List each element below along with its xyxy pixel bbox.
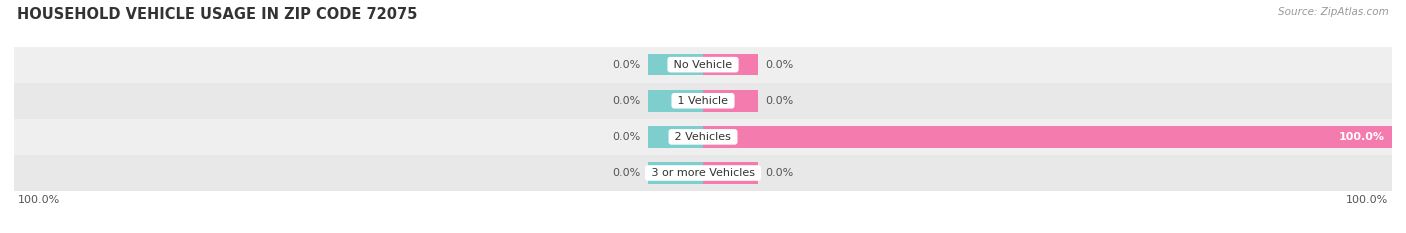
Text: 0.0%: 0.0% [613, 60, 641, 70]
Bar [703, 90, 758, 112]
Text: 0.0%: 0.0% [765, 168, 793, 178]
Bar [703, 54, 758, 75]
Bar [648, 90, 703, 112]
Text: 3 or more Vehicles: 3 or more Vehicles [648, 168, 758, 178]
Text: 0.0%: 0.0% [613, 132, 641, 142]
Bar [648, 126, 703, 148]
Bar [703, 162, 758, 184]
Text: 1 Vehicle: 1 Vehicle [675, 96, 731, 106]
Text: 100.0%: 100.0% [1347, 195, 1389, 205]
Text: No Vehicle: No Vehicle [671, 60, 735, 70]
Text: HOUSEHOLD VEHICLE USAGE IN ZIP CODE 72075: HOUSEHOLD VEHICLE USAGE IN ZIP CODE 7207… [17, 7, 418, 22]
Text: 100.0%: 100.0% [17, 195, 59, 205]
Bar [14, 155, 1392, 191]
Bar [703, 126, 1406, 148]
Text: 2 Vehicles: 2 Vehicles [671, 132, 735, 142]
Bar [14, 119, 1392, 155]
Bar [648, 54, 703, 75]
Bar [14, 83, 1392, 119]
Text: 0.0%: 0.0% [765, 96, 793, 106]
Text: 100.0%: 100.0% [1339, 132, 1385, 142]
Text: 0.0%: 0.0% [613, 168, 641, 178]
Text: 0.0%: 0.0% [765, 60, 793, 70]
Text: Source: ZipAtlas.com: Source: ZipAtlas.com [1278, 7, 1389, 17]
Text: 0.0%: 0.0% [613, 96, 641, 106]
Bar [648, 162, 703, 184]
Bar [14, 47, 1392, 83]
